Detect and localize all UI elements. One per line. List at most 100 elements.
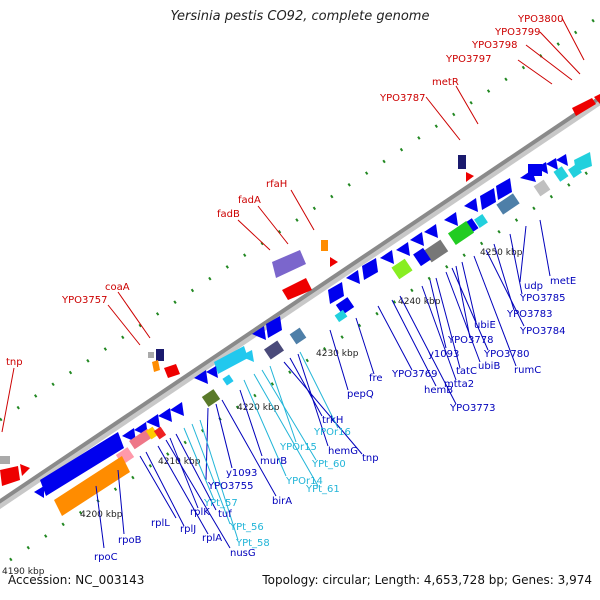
kbp-label: 4220 kbp: [237, 403, 280, 413]
gene-red-YPO3757[interactable]: [164, 364, 180, 378]
gene-label-top: metR: [432, 77, 459, 88]
gene-red-fadB[interactable]: [282, 278, 312, 300]
gene-blue-2[interactable]: [546, 158, 558, 170]
gene-label-top: YPO3799: [494, 27, 540, 38]
gene-grey-coaA[interactable]: [148, 352, 154, 358]
gene-red-tnp-b[interactable]: [20, 464, 30, 476]
gene-blue-p[interactable]: [346, 270, 360, 284]
gene-label-bottom: rplJ: [180, 524, 196, 535]
gene-cyan-5[interactable]: [553, 166, 569, 182]
gene-label-bottom: tuf: [218, 509, 232, 520]
gene-blue-k[interactable]: [424, 224, 438, 238]
gene-blue-o[interactable]: [362, 258, 378, 280]
gene-cyan-s[interactable]: [334, 309, 348, 323]
gene-blue-i[interactable]: [413, 247, 431, 267]
gene-cyan-metE[interactable]: [574, 152, 592, 172]
gene-red-top-right-tip[interactable]: [594, 94, 600, 104]
gene-blue-b[interactable]: [480, 188, 496, 210]
gene-red-kk[interactable]: [153, 426, 167, 440]
gene-label-bottom: y1093: [428, 349, 459, 360]
genome-summary: Topology: circular; Length: 4,653,728 bp…: [262, 573, 592, 587]
gene-green-f[interactable]: [447, 221, 475, 245]
gene-label-cyan: YPt_61: [305, 484, 340, 495]
gene-label-bottom: pepQ: [347, 389, 374, 400]
gene-blue-ee[interactable]: [158, 408, 172, 422]
kbp-label: 4190 kbp: [2, 567, 45, 577]
gene-red-rfaH[interactable]: [330, 257, 338, 267]
gene-lime-j[interactable]: [391, 258, 413, 280]
gene-blue-ff[interactable]: [146, 414, 160, 428]
gene-label-top: YPO3800: [517, 14, 563, 25]
gene-grey-h[interactable]: [423, 239, 449, 263]
bottom-labels: metE udp YPO3785 YPO3783 YPO3784 rumC ub…: [94, 276, 576, 563]
gene-label-bottom: YPO3778: [447, 335, 493, 346]
gene-blue-dd[interactable]: [170, 402, 184, 416]
gene-label-bottom: YPO3785: [519, 293, 565, 304]
gene-label-bottom: mtta2: [444, 379, 474, 390]
gene-blue-n[interactable]: [380, 250, 394, 264]
gene-blue-r[interactable]: [335, 297, 355, 315]
gene-label-bottom: YPO3769: [391, 369, 437, 380]
gene-cyan-x[interactable]: [214, 346, 248, 374]
gene-grey-7[interactable]: [533, 179, 551, 197]
gene-pink-ii[interactable]: [129, 428, 153, 450]
gene-blue-left[interactable]: [34, 486, 44, 498]
gene-label-bottom: rumC: [514, 365, 541, 376]
gene-red-tnp-a[interactable]: [0, 466, 20, 486]
gene-grey-tnp[interactable]: [0, 456, 10, 464]
cyan-leaders: [183, 351, 339, 541]
gene-navy-metR[interactable]: [458, 155, 466, 169]
gene-red-top-right[interactable]: [572, 98, 596, 116]
gene-cyan-6[interactable]: [568, 164, 582, 178]
gene-label-bottom: YPO3773: [449, 403, 495, 414]
gene-yellow-jj[interactable]: [145, 426, 159, 440]
gene-label-bottom: nusG: [230, 548, 256, 559]
bottom-leaders: [95, 219, 551, 549]
gene-blue-v[interactable]: [252, 326, 266, 340]
gene-blue-m[interactable]: [396, 242, 410, 256]
gene-blue-c[interactable]: [464, 198, 478, 212]
gene-red-metR[interactable]: [466, 172, 474, 182]
gene-label-top: YPO3787: [379, 93, 425, 104]
gene-cyan-d[interactable]: [474, 214, 488, 228]
gene-label-bottom: ubiB: [478, 361, 500, 372]
gene-orange-rfaH[interactable]: [321, 240, 328, 251]
gene-label-bottom: YPO3784: [519, 326, 565, 337]
gene-label-bottom: rplL: [151, 518, 170, 529]
gene-navy-coaA[interactable]: [156, 349, 164, 361]
gene-steel-8[interactable]: [496, 193, 520, 215]
gene-label-cyan: YPOr15: [279, 442, 317, 453]
gene-slate-w[interactable]: [264, 340, 284, 360]
top-labels: YPO3800 YPO3799 YPO3798 YPO3797 metR YPO…: [1, 14, 585, 433]
gene-label-cyan: YPOr16: [313, 427, 351, 438]
gene-label-top: rfaH: [266, 179, 287, 190]
gene-steel-t[interactable]: [289, 327, 307, 345]
gene-cyan-cc[interactable]: [222, 374, 234, 386]
genome-backbone: [0, 95, 600, 504]
map-title: Yersinia pestis CO92, complete genome: [170, 9, 430, 24]
gene-olive-bb[interactable]: [201, 389, 221, 407]
gene-blue-3[interactable]: [556, 154, 568, 166]
gene-label-cyan: YPt_60: [311, 459, 346, 470]
gene-blue-e[interactable]: [463, 218, 479, 234]
gene-label-bottom: murB: [260, 456, 287, 467]
gene-blue-u[interactable]: [266, 316, 282, 338]
gene-orange-rpoC[interactable]: [54, 456, 130, 516]
gene-blue-g[interactable]: [444, 212, 458, 226]
gene-blue-aa[interactable]: [206, 366, 218, 378]
gene-orange-YPO3757[interactable]: [152, 360, 160, 372]
accession-label: Accession: NC_003143: [8, 573, 145, 587]
gene-blue-l[interactable]: [410, 232, 424, 246]
gene-blue-z[interactable]: [194, 370, 208, 384]
gene-cyan-y[interactable]: [240, 350, 254, 362]
gene-label-top: YPO3797: [445, 54, 491, 65]
gene-blue-rpoB[interactable]: [40, 432, 124, 496]
gene-blue-4[interactable]: [528, 164, 542, 176]
gene-blue-hh[interactable]: [122, 428, 136, 442]
gene-label-bottom: YPO3780: [483, 349, 529, 360]
gene-label-bottom: trkH: [322, 415, 343, 426]
gene-purple-fadA[interactable]: [272, 250, 306, 278]
gene-blue-a[interactable]: [496, 178, 512, 200]
gene-blue-q[interactable]: [328, 282, 344, 304]
